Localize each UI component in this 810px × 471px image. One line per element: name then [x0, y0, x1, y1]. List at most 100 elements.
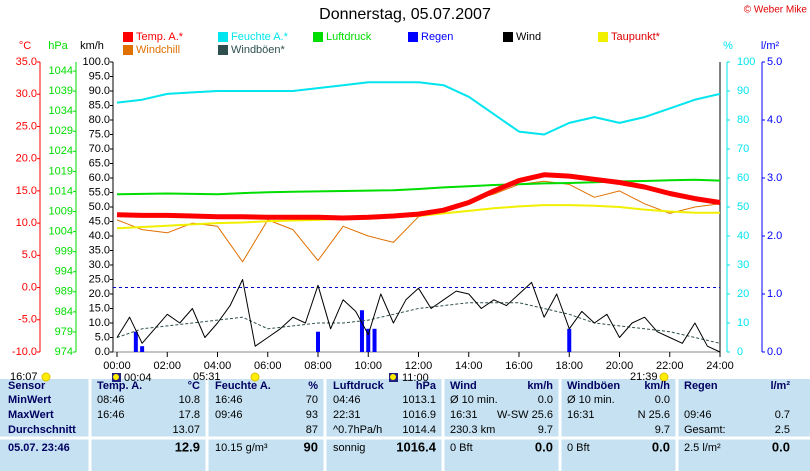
table-header: Wind [450, 380, 477, 392]
y4-tick-label: 70 [737, 143, 749, 155]
y3-tick-label: 999 [55, 246, 73, 258]
y4-axis-label: % [723, 40, 733, 52]
y-tick-label: 70.0 [89, 143, 110, 155]
table-header: km/h [527, 380, 553, 392]
y-tick-label: 5.0 [95, 331, 110, 343]
table-cell: 0 Bft [450, 442, 473, 454]
table-cell: 16:46 [215, 394, 243, 406]
x-tick-label: 06:00 [254, 360, 282, 372]
y5-tick-label: 1.0 [767, 288, 782, 300]
rain-bar [133, 331, 138, 352]
legend-label: Temp. A.* [136, 31, 184, 43]
y-tick-label: 90.0 [89, 85, 110, 97]
y2-tick-label: -10.0 [12, 346, 37, 358]
table-cell: 10.8 [179, 394, 200, 406]
y3-tick-label: 989 [55, 286, 73, 298]
rain-bar [359, 310, 364, 352]
y-tick-label: 40.0 [89, 230, 110, 242]
y4-tick-label: 60 [737, 172, 749, 184]
y-tick-label: 55.0 [89, 186, 110, 198]
y-tick-label: 100.0 [82, 56, 110, 68]
y-tick-label: 0.0 [95, 346, 110, 358]
sun-moon-time: 11:00 [402, 372, 429, 384]
series-line [116, 302, 721, 344]
legend-label: Taupunkt* [611, 31, 661, 43]
table-header: Feuchte A. [215, 380, 271, 392]
y4-tick-label: 40 [737, 230, 749, 242]
y-tick-label: 80.0 [89, 114, 110, 126]
table-cell: 90 [304, 439, 318, 454]
row-label: MaxWert [8, 409, 54, 421]
y2-tick-label: 30.0 [16, 88, 37, 100]
table-cell: N 25.6 [638, 409, 670, 421]
y4-tick-label: 50 [737, 201, 749, 213]
table-cell: 1016.9 [402, 409, 436, 421]
sun-moon-time: 00:04 [124, 372, 152, 384]
y2-tick-label: 15.0 [16, 185, 37, 197]
y4-tick-label: 90 [737, 85, 749, 97]
y3-tick-label: 1019 [49, 165, 73, 177]
x-tick-label: 04:00 [204, 360, 232, 372]
moon-crescent [390, 374, 396, 380]
table-cell: 2.5 [775, 424, 790, 436]
y4-tick-label: 0 [737, 346, 743, 358]
table-cell: 0.7 [775, 409, 790, 421]
x-tick-label: 22:00 [656, 360, 684, 372]
legend-swatch [218, 32, 228, 42]
y3-tick-label: 994 [55, 266, 73, 278]
legend-swatch [218, 45, 228, 55]
y2-tick-label: 25.0 [16, 120, 37, 132]
table-cell: 0.0 [538, 394, 553, 406]
table-cell: Ø 10 min. [567, 394, 615, 406]
y-axis-label: km/h [80, 40, 104, 52]
x-tick-label: 12:00 [405, 360, 433, 372]
series-line [116, 81, 721, 136]
row-label: MinWert [8, 394, 52, 406]
y3-tick-label: 1044 [49, 65, 73, 77]
table-header: Regen [684, 380, 718, 392]
legend-label: Windchill [136, 44, 180, 56]
table-cell: 04:46 [333, 394, 361, 406]
y-tick-label: 10.0 [89, 317, 110, 329]
table-cell: 1016.4 [396, 439, 437, 454]
y-tick-label: 20.0 [89, 288, 110, 300]
table-cell: 9.7 [538, 424, 553, 436]
y5-tick-label: 3.0 [767, 172, 782, 184]
table-cell: 0.0 [655, 394, 670, 406]
table-cell: Gesamt: [684, 424, 726, 436]
y2-tick-label: 0.0 [22, 281, 37, 293]
x-tick-label: 02:00 [153, 360, 181, 372]
y-tick-label: 45.0 [89, 215, 110, 227]
series-line [116, 279, 721, 353]
table-cell: 13.07 [172, 424, 200, 436]
table-cell: 87 [306, 424, 318, 436]
y3-tick-label: 1009 [49, 205, 73, 217]
y3-tick-label: 974 [55, 346, 73, 358]
y3-tick-label: 1014 [49, 185, 73, 197]
table-header: Temp. A. [97, 380, 142, 392]
table-cell: 17.8 [179, 409, 200, 421]
rain-bar [316, 331, 320, 352]
table-cell: 70 [306, 394, 318, 406]
legend-label: Feuchte A.* [231, 31, 289, 43]
y5-tick-label: 5.0 [767, 56, 782, 68]
y-tick-label: 65.0 [89, 157, 110, 169]
y2-tick-label: 5.0 [22, 249, 37, 261]
table-cell: 10.15 g/m³ [215, 442, 268, 454]
table-header: Windböen [567, 380, 620, 392]
x-tick-label: 20:00 [606, 360, 634, 372]
moon-crescent [113, 374, 119, 380]
legend-swatch [123, 45, 133, 55]
table-cell: ^0.7hPa/h [333, 424, 382, 436]
table-header: °C [188, 380, 200, 392]
y5-tick-label: 2.0 [767, 230, 782, 242]
table-header: % [308, 380, 318, 392]
rain-bar [372, 328, 377, 352]
table-cell: 09:46 [684, 409, 712, 421]
legend-label: Windböen* [231, 44, 286, 56]
rain-bar [366, 328, 371, 352]
y3-tick-label: 984 [55, 306, 73, 318]
row-label: 05.07. 23:46 [8, 442, 70, 454]
x-tick-label: 14:00 [455, 360, 483, 372]
